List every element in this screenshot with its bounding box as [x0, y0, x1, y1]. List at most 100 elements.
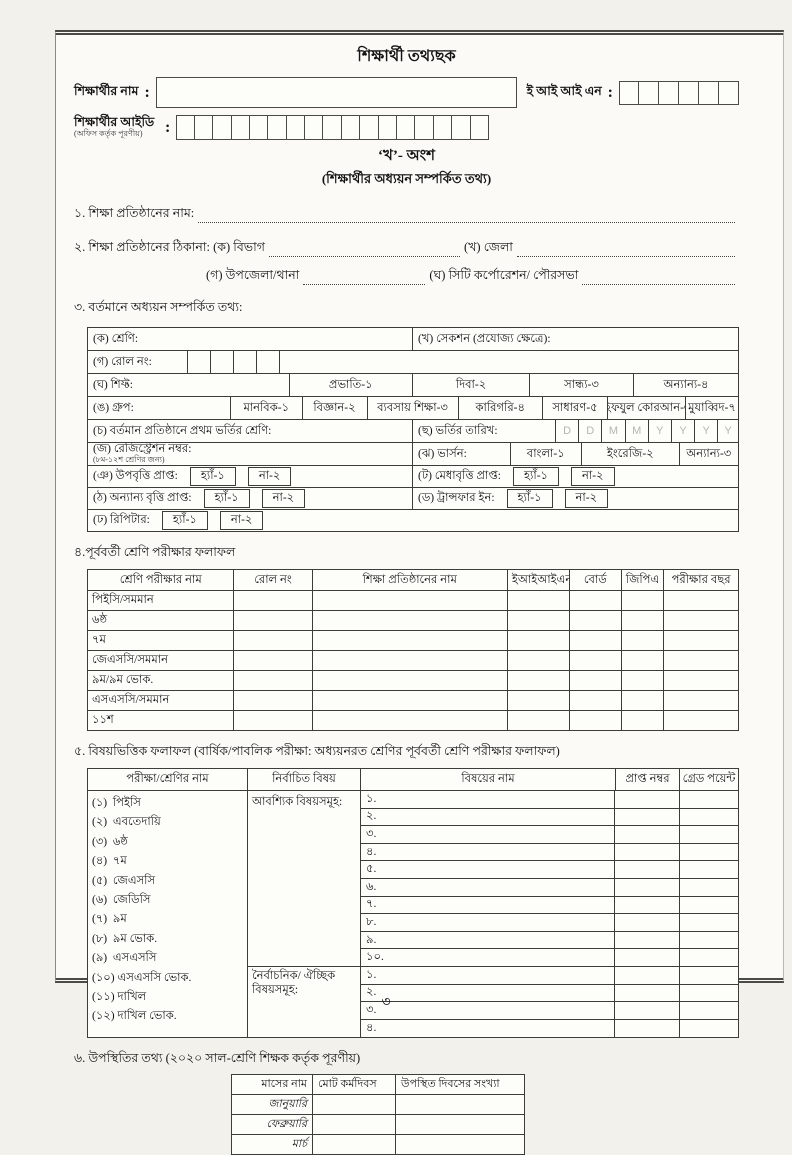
input-cell[interactable] [568, 610, 622, 631]
input-cell[interactable] [312, 1094, 396, 1116]
grade-cell[interactable] [680, 897, 738, 914]
input-cell[interactable] [663, 590, 739, 611]
input-cell[interactable] [620, 630, 665, 651]
input-cell[interactable] [233, 670, 313, 691]
class-cell[interactable]: (ক) শ্রেণি: [88, 328, 413, 350]
grade-cell[interactable] [680, 809, 738, 826]
subject-name-cell[interactable]: ২. [361, 808, 615, 826]
marks-cell[interactable] [615, 843, 680, 861]
input-cell[interactable] [506, 610, 570, 631]
subject-name-cell[interactable]: ২. [361, 984, 615, 1002]
input-cell[interactable] [620, 610, 665, 631]
roll-digit-box[interactable] [211, 351, 234, 373]
marks-cell[interactable] [615, 1019, 680, 1038]
input-cell[interactable] [311, 710, 508, 731]
shift-option-day[interactable]: দিবা-২ [413, 374, 530, 396]
date-day-box[interactable]: D [556, 420, 580, 442]
transfer-no-option[interactable]: না-২ [564, 489, 609, 508]
merit-no-option[interactable]: না-২ [571, 467, 615, 486]
q2-district-fill-line[interactable] [516, 243, 735, 257]
eiin-digit-box[interactable] [719, 80, 739, 105]
input-cell[interactable] [311, 670, 508, 691]
subject-name-cell[interactable]: ৬. [361, 878, 615, 896]
id-digit-box[interactable] [341, 115, 361, 140]
registration-cell[interactable]: (জ) রেজিস্ট্রেশন নম্বর: (৮ম-১২শ শ্রেণির … [88, 443, 413, 465]
input-cell[interactable] [312, 1114, 396, 1136]
subject-name-cell[interactable]: ৭. [361, 896, 615, 914]
version-option-bangla[interactable]: বাংলা-১ [511, 443, 582, 465]
date-month-box[interactable]: M [626, 420, 649, 442]
marks-cell[interactable] [615, 791, 680, 808]
transfer-yes-option[interactable]: হ্যাঁ-১ [506, 489, 553, 508]
input-cell[interactable] [568, 590, 622, 611]
marks-cell[interactable] [615, 931, 680, 949]
date-year-box[interactable]: Y [724, 425, 732, 437]
input-cell[interactable] [311, 650, 508, 671]
group-option-science[interactable]: বিজ্ঞান-২ [303, 397, 368, 419]
input-cell[interactable] [233, 630, 313, 651]
version-option-english[interactable]: ইংরেজি-২ [582, 443, 680, 465]
group-option-general[interactable]: সাধারণ-৫ [543, 397, 608, 419]
input-cell[interactable] [233, 650, 313, 671]
input-cell[interactable] [663, 670, 739, 691]
roll-digit-box[interactable] [188, 351, 211, 373]
roll-digit-box[interactable] [234, 351, 257, 373]
id-digit-box[interactable] [268, 115, 287, 140]
input-cell[interactable] [568, 710, 622, 731]
input-cell[interactable] [311, 590, 508, 611]
eiin-digit-box[interactable] [619, 80, 639, 105]
id-digit-box[interactable] [452, 115, 471, 140]
group-option-humanities[interactable]: মানবিক-১ [231, 397, 303, 419]
id-digit-box[interactable] [397, 115, 416, 140]
marks-cell[interactable] [615, 861, 680, 878]
eiin-digit-box[interactable] [699, 80, 719, 105]
eiin-digit-box[interactable] [659, 80, 679, 105]
id-digit-box[interactable] [378, 115, 398, 140]
first-admission-cell[interactable]: (চ) বর্তমান প্রতিষ্ঠানে প্রথম ভর্তির শ্র… [88, 420, 413, 442]
grade-cell[interactable] [680, 967, 738, 984]
group-option-hifzul-quran[interactable]: হিফযুল কোরআন-৬ [608, 397, 686, 419]
date-year-box[interactable]: Y [649, 420, 672, 442]
input-cell[interactable] [395, 1134, 525, 1155]
grade-cell[interactable] [680, 844, 738, 861]
date-day-box[interactable]: D [579, 420, 603, 442]
eiin-digit-box[interactable] [679, 80, 699, 105]
input-cell[interactable] [395, 1094, 525, 1116]
input-cell[interactable] [620, 650, 665, 671]
input-cell[interactable] [233, 710, 313, 731]
subject-name-cell[interactable]: ৪. [361, 1019, 615, 1038]
marks-cell[interactable] [615, 966, 680, 984]
q2-division-fill-line[interactable] [268, 243, 461, 257]
input-cell[interactable] [663, 690, 739, 711]
grade-cell[interactable] [680, 949, 738, 966]
subject-name-cell[interactable]: ৪. [361, 843, 615, 861]
id-digit-box[interactable] [360, 115, 379, 140]
input-cell[interactable] [395, 1114, 525, 1136]
eiin-digit-box[interactable] [639, 80, 659, 105]
subject-name-cell[interactable]: ১০. [361, 949, 615, 966]
marks-cell[interactable] [615, 949, 680, 966]
input-cell[interactable] [568, 690, 622, 711]
id-digit-box[interactable] [249, 115, 269, 140]
grade-cell[interactable] [680, 826, 738, 843]
q2-upazila-fill-line[interactable] [303, 271, 426, 285]
marks-cell[interactable] [615, 878, 680, 896]
id-digit-box[interactable] [213, 115, 232, 140]
date-year-box[interactable]: Y [695, 420, 719, 442]
input-cell[interactable] [620, 710, 665, 731]
id-digit-box[interactable] [415, 115, 434, 140]
input-cell[interactable] [233, 690, 313, 711]
input-cell[interactable] [311, 610, 508, 631]
id-digit-box[interactable] [231, 115, 250, 140]
grade-cell[interactable] [680, 791, 738, 808]
repeater-no-option[interactable]: না-২ [219, 511, 264, 530]
id-digit-box[interactable] [323, 115, 342, 140]
input-cell[interactable] [233, 590, 313, 611]
marks-cell[interactable] [615, 984, 680, 1002]
grade-cell[interactable] [680, 932, 738, 949]
date-year-box[interactable]: Y [672, 420, 696, 442]
shift-option-evening[interactable]: সান্ধ্য-৩ [530, 374, 634, 396]
id-digit-box[interactable] [286, 115, 306, 140]
input-cell[interactable] [311, 690, 508, 711]
other-stipend-no-option[interactable]: না-২ [261, 489, 306, 508]
